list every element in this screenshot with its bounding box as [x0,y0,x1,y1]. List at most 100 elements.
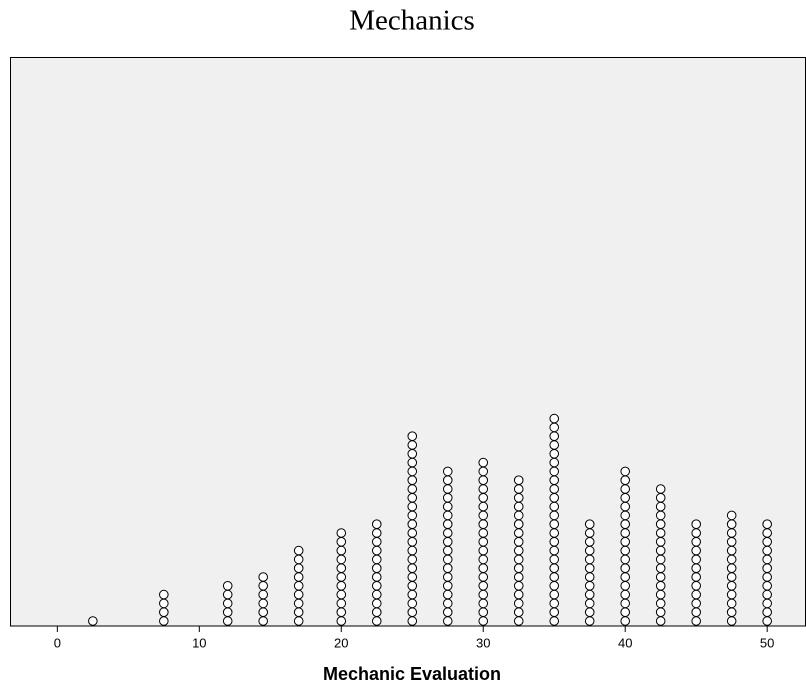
dot [691,528,701,538]
dot [222,589,233,600]
dot [336,598,347,609]
dot [407,554,418,565]
dot [336,554,347,565]
dot [513,475,524,486]
dot [726,607,737,618]
dot [371,607,382,618]
dot [655,563,666,574]
dot [407,589,418,600]
dot [293,572,304,582]
dot [513,537,524,547]
dot [513,519,524,530]
dot [407,466,418,477]
dot [726,598,737,609]
dot [513,616,524,626]
dot [336,572,347,582]
dot [620,572,631,582]
dot [478,545,489,556]
dot [584,519,595,530]
dot [293,545,304,556]
dot [691,545,701,556]
dot [655,510,666,521]
dot [726,616,737,626]
dot [336,589,347,600]
dot [478,581,489,591]
dot [478,563,489,574]
dot [691,519,701,530]
x-tick-label: 40 [618,635,632,650]
dot [222,607,233,618]
dot [222,616,233,626]
dot [620,607,631,618]
dot [293,598,304,609]
dot [371,589,382,600]
dot [336,545,347,556]
dot [478,475,489,486]
dot [478,457,489,468]
dot [762,537,772,547]
dot [726,563,737,574]
dot [691,616,701,626]
dot [726,581,737,591]
dot [442,537,453,547]
dot [88,616,98,626]
dot [620,616,631,626]
dot [442,554,453,565]
dot [407,607,418,618]
dot [478,589,489,600]
dot [513,598,524,609]
dot [293,616,304,626]
dot [258,581,268,591]
dot [478,484,489,494]
dot [407,475,418,486]
dot [655,554,666,565]
dot [549,616,560,626]
dot [584,572,595,582]
dot [222,598,233,609]
dot [691,581,701,591]
dot [549,537,560,547]
dot [620,510,631,521]
dot [549,554,560,565]
dot [691,572,701,582]
dot [336,563,347,574]
dot [478,616,489,626]
dot [691,537,701,547]
dot [549,475,560,486]
dot [762,572,772,582]
dot [513,528,524,538]
dot [442,528,453,538]
dot [549,607,560,618]
dot [336,537,347,547]
dot [371,616,382,626]
dot [371,598,382,609]
dot [513,581,524,591]
dot [407,457,418,468]
dot [371,545,382,556]
dot [442,519,453,530]
dot [655,493,666,503]
dot [442,466,453,477]
dot [762,607,772,618]
dot [442,484,453,494]
dot [549,422,560,433]
dot [762,519,772,530]
dot [258,616,268,626]
dot [584,537,595,547]
dot [620,475,631,486]
dot [584,589,595,600]
dot [549,589,560,600]
dot [549,519,560,530]
dot [762,563,772,574]
dot [691,589,701,600]
dot [549,563,560,574]
dot [726,589,737,600]
dot [513,563,524,574]
dot [293,581,304,591]
dot [407,440,418,450]
dot [407,510,418,521]
dot [691,554,701,565]
dot [549,528,560,538]
dot [655,616,666,626]
dot [442,598,453,609]
